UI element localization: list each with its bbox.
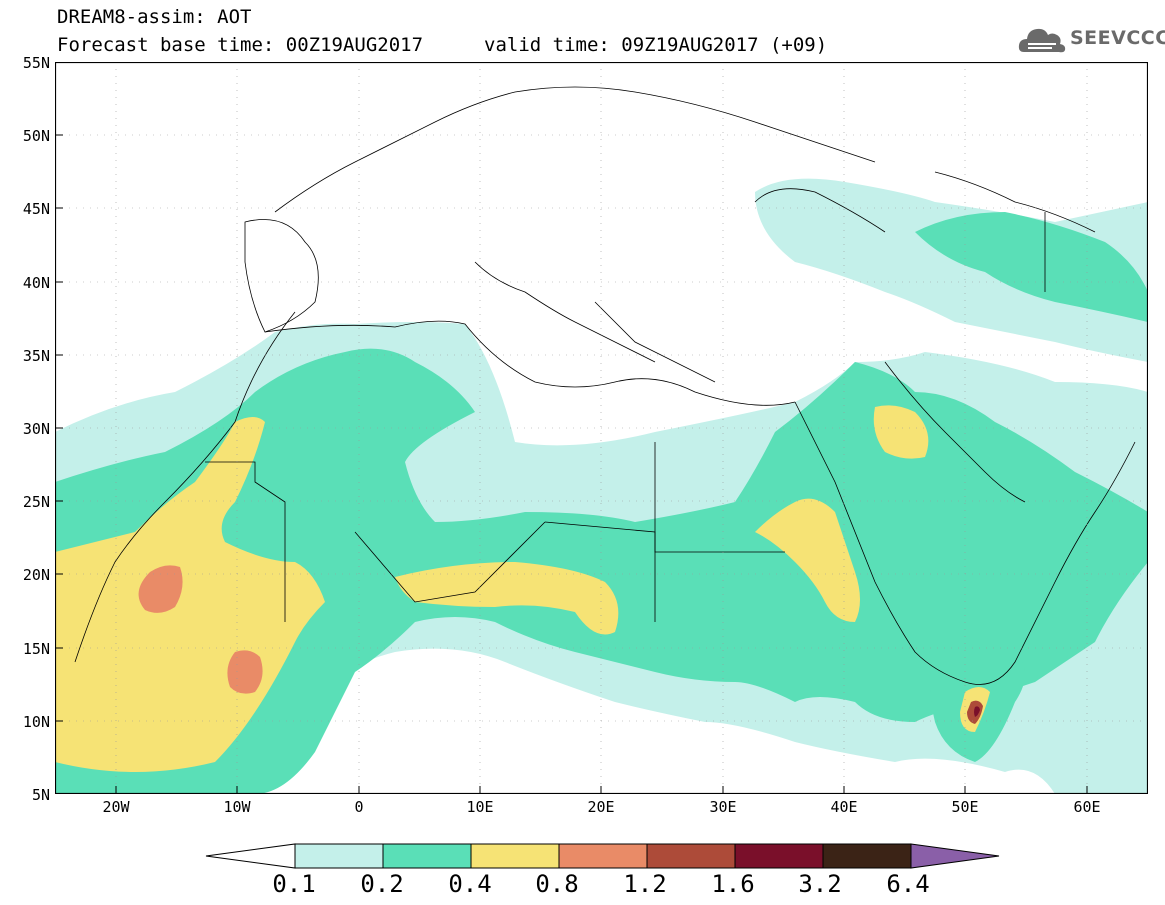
colorbar-swatch: [470, 843, 560, 869]
lat-label: 25N: [22, 493, 50, 511]
lat-label: 55N: [22, 54, 50, 72]
colorbar-swatch: [205, 843, 296, 869]
valid-time: valid time: 09Z19AUG2017 (+09): [484, 34, 828, 56]
lat-label: 50N: [22, 127, 50, 145]
colorbar-label: 6.4: [886, 870, 930, 898]
lon-label: 60E: [1073, 798, 1101, 816]
colorbar-label: 0.1: [272, 870, 316, 898]
lon-label: 30E: [709, 798, 737, 816]
colorbar-swatch: [558, 843, 648, 869]
aot-contour-0.2: [55, 212, 1148, 794]
colorbar-swatch: [910, 843, 1000, 869]
lat-label: 40N: [22, 274, 50, 292]
lon-label: 10W: [223, 798, 251, 816]
lat-label: 45N: [22, 200, 50, 218]
colorbar-label: 0.2: [360, 870, 404, 898]
lon-label: 0: [354, 798, 364, 816]
lon-label: 20W: [102, 798, 130, 816]
cloud-logo-icon: [1018, 28, 1066, 53]
colorbar-swatch: [294, 843, 384, 869]
colorbar-label: 1.2: [623, 870, 667, 898]
forecast-base-time: Forecast base time: 00Z19AUG2017: [57, 34, 424, 56]
coastlines: [74, 86, 1136, 685]
lat-label: 20N: [22, 566, 50, 584]
lon-label: 50E: [951, 798, 979, 816]
colorbar-swatches: [205, 843, 1000, 869]
colorbar-swatch: [822, 843, 912, 869]
aot-contour-1.6: [974, 706, 980, 717]
lat-label: 30N: [22, 420, 50, 438]
aot-contour-0.8: [138, 565, 263, 694]
colorbar-label: 3.2: [798, 870, 842, 898]
lon-label: 20E: [587, 798, 615, 816]
lat-label: 35N: [22, 347, 50, 365]
colorbar: [205, 843, 1000, 869]
gridlines: [55, 62, 1148, 794]
seevccc-logo: SEEVCCC: [1018, 22, 1165, 56]
lon-label: 10E: [466, 798, 494, 816]
aot-map: [55, 62, 1148, 794]
lat-label: 5N: [31, 786, 50, 804]
lat-label: 10N: [22, 713, 50, 731]
map-title: DREAM8-assim: AOT: [57, 6, 252, 28]
lon-label: 40E: [830, 798, 858, 816]
colorbar-label: 1.6: [711, 870, 755, 898]
logo-text: SEEVCCC: [1070, 27, 1165, 49]
colorbar-label: 0.8: [535, 870, 579, 898]
colorbar-swatch: [734, 843, 824, 869]
colorbar-swatch: [382, 843, 472, 869]
lat-label: 15N: [22, 640, 50, 658]
colorbar-label: 0.4: [448, 870, 492, 898]
colorbar-swatch: [646, 843, 736, 869]
